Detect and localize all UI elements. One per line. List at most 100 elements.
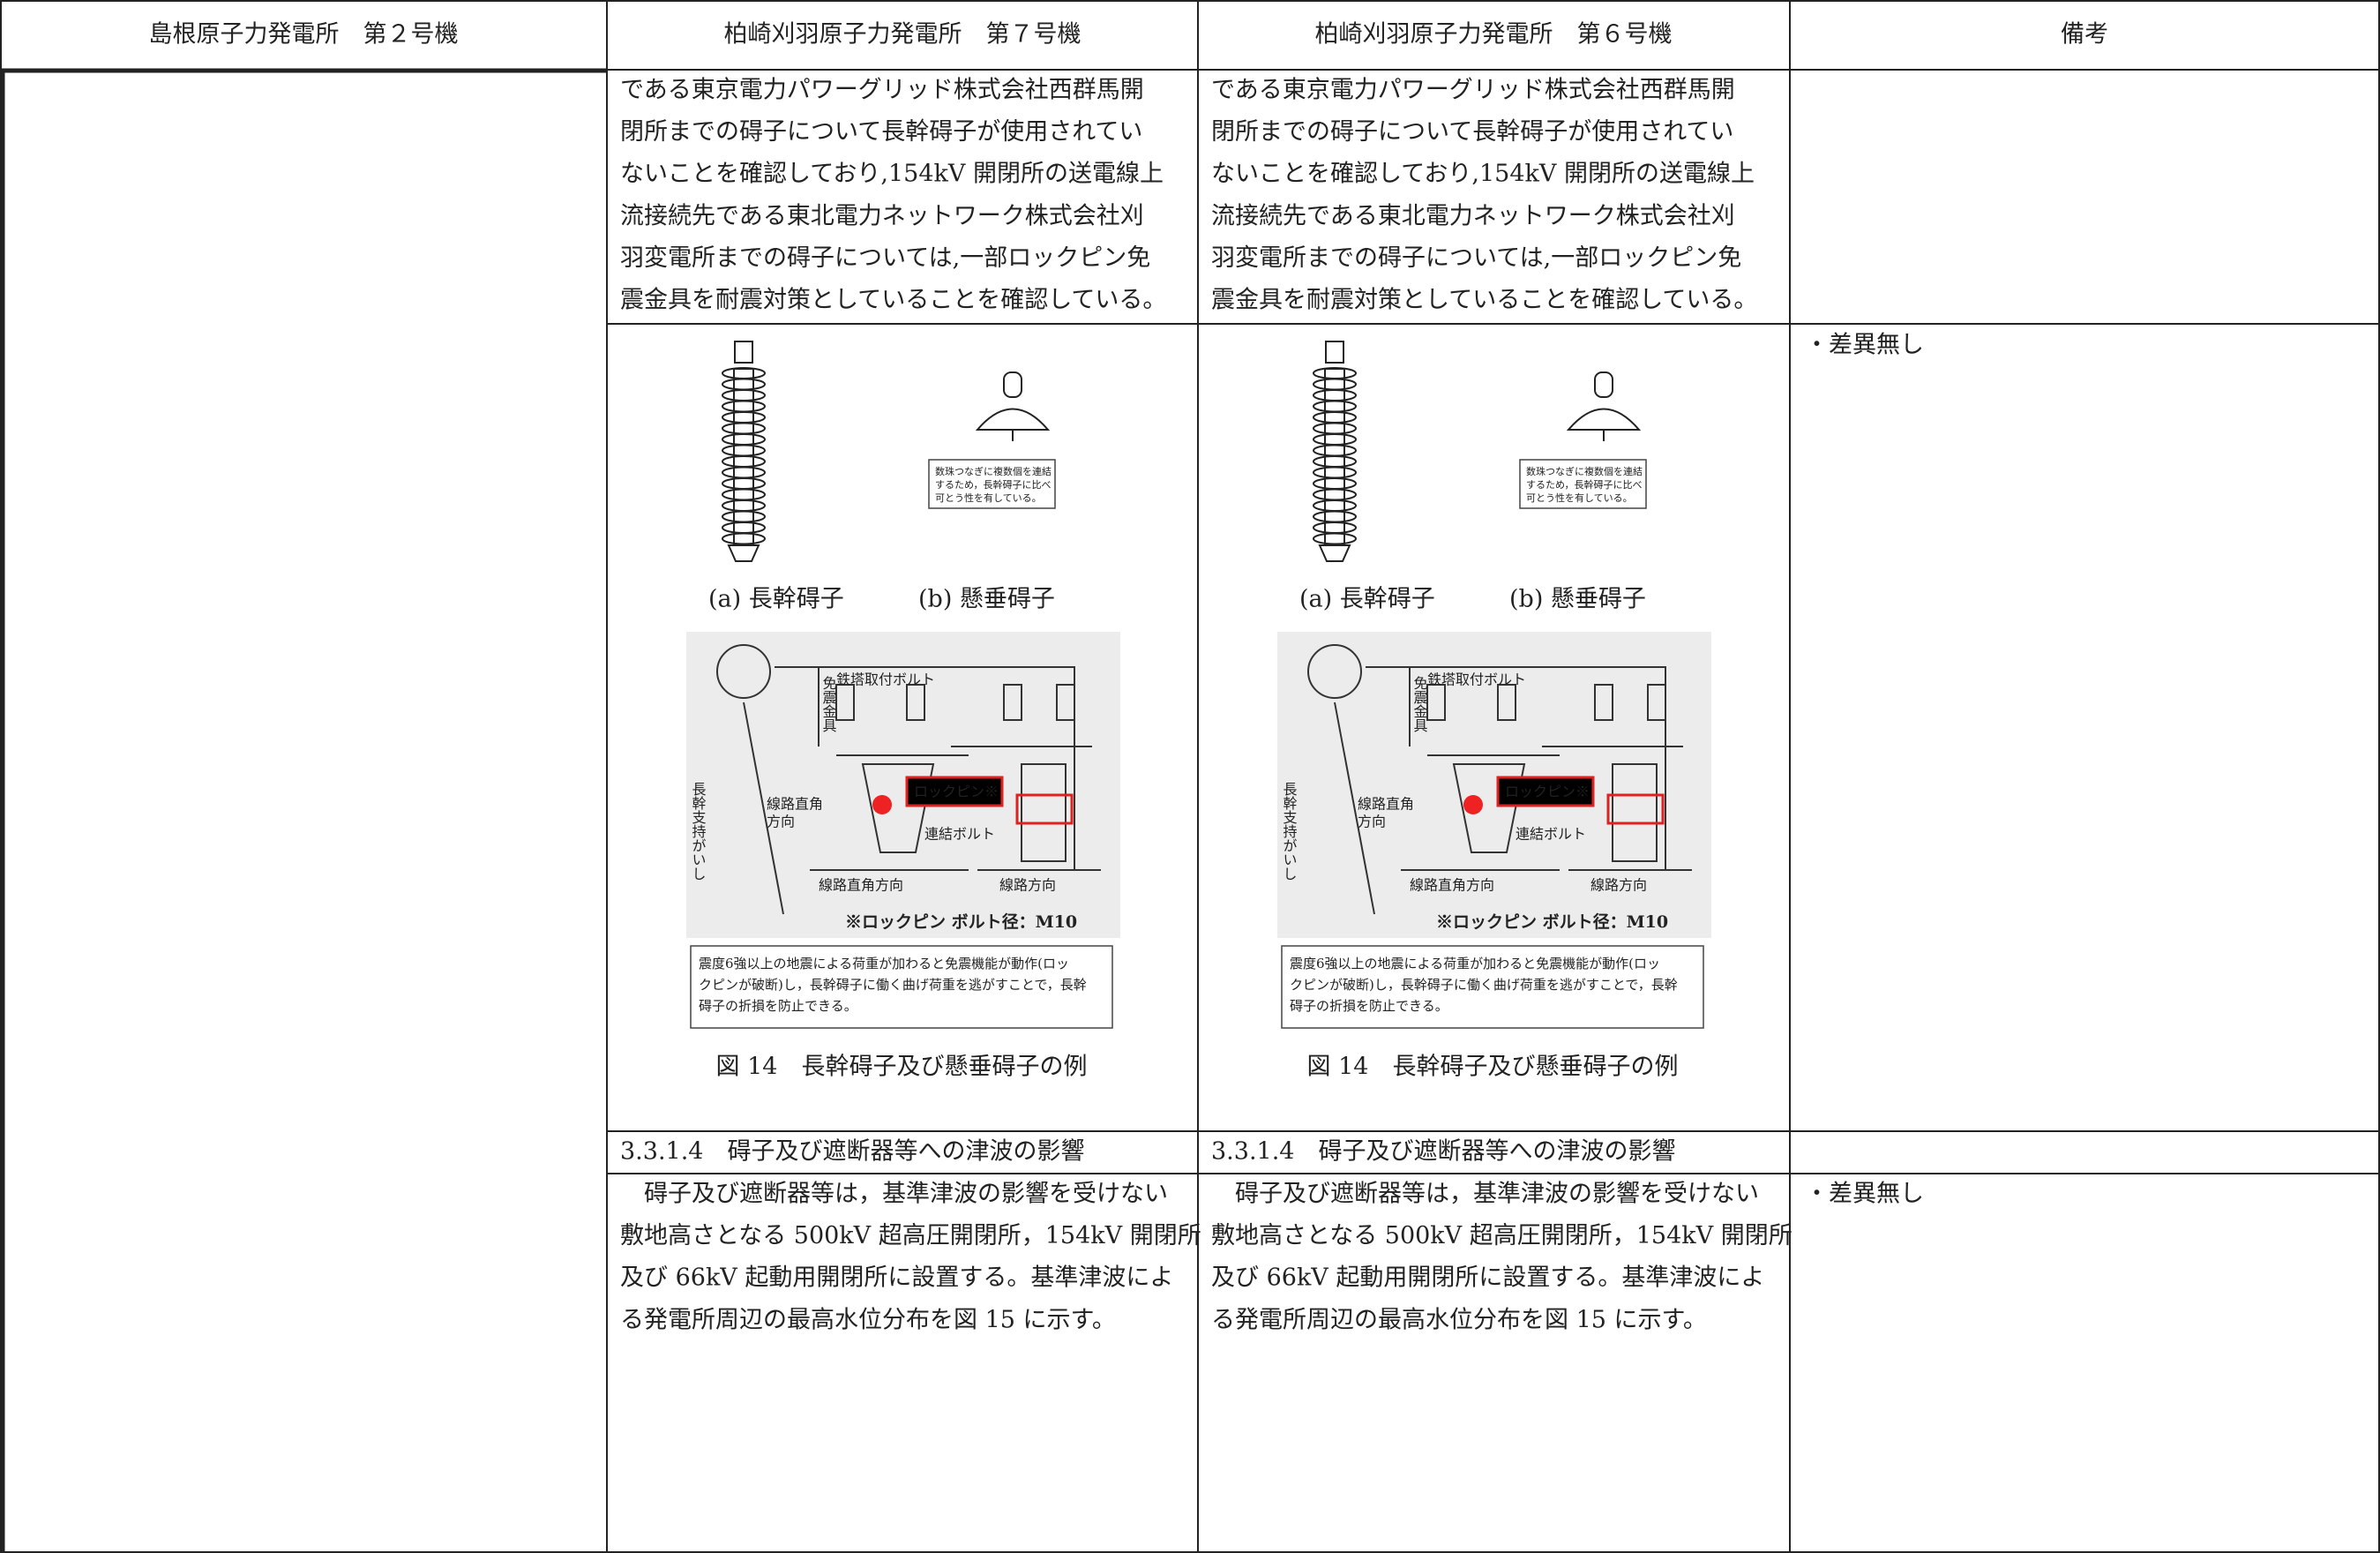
lock-box-2 [1606, 793, 1665, 825]
bolt [1003, 684, 1022, 721]
diagram-label: 線路方向 [999, 877, 1056, 894]
diagram-label: 方向 [1358, 814, 1386, 830]
text-line: ないことを確認しており,154kV 開閉所の送電線上 [620, 161, 1164, 188]
caption-box [690, 945, 1113, 1029]
bracket [1452, 763, 1658, 862]
shed [722, 477, 766, 490]
cap [734, 341, 753, 364]
lock-pin [872, 795, 892, 814]
caption-box-text: 震度6強以上の地震による荷重が加わると免震機能が動作(ロッ [699, 956, 1069, 972]
note-text: 可とう性を有している。 [1526, 491, 1633, 504]
column-content: である東京電力パワーグリッド株式会社西群馬開閉所までの碍子について長幹碍子が使用… [620, 77, 1201, 1334]
bolt [1647, 684, 1666, 721]
support-rod [1334, 701, 1375, 915]
pin [1003, 371, 1022, 398]
lock-box [905, 776, 1004, 807]
bolt [835, 684, 855, 721]
text-line: 碍子及び遮断器等は，基準津波の影響を受けない [620, 1181, 1168, 1208]
text-line: 及び 66kV 起動用開閉所に設置する。基準津波によ [620, 1264, 1173, 1292]
header-cell: 柏崎刈羽原子力発電所 第７号機 [724, 21, 1081, 49]
note-box [928, 459, 1056, 509]
bracket [861, 763, 1067, 862]
text-line: 羽変電所までの碍子については,一部ロックピン免 [620, 244, 1150, 272]
figure-label: (a) 長幹碍子 [1299, 586, 1435, 613]
note-text: するため，長幹碍子に比べ [1526, 478, 1642, 491]
text-line: である東京電力パワーグリッド株式会社西群馬開 [620, 77, 1144, 104]
text-line: である東京電力パワーグリッド株式会社西群馬開 [1211, 77, 1735, 104]
note-text: 数珠つなぎに複数個を連結 [935, 465, 1052, 477]
shed [722, 433, 766, 446]
shed [1313, 455, 1357, 468]
note-text: 可とう性を有している。 [935, 491, 1042, 504]
text-line: 震金具を耐震対策としていることを確認している。 [1211, 287, 1757, 314]
diagram-lines [716, 644, 1101, 915]
text-line: 流接続先である東北電力ネットワーク株式会社刈 [620, 202, 1144, 229]
header-cell: 備考 [2061, 21, 2108, 49]
shed [1313, 521, 1357, 534]
shed [722, 521, 766, 534]
figure-label: (b) 懸垂碍子 [918, 586, 1055, 613]
caption-box-text: クピンが破断)し，長幹碍子に働く曲げ荷重を逃がすことで，長幹 [699, 977, 1087, 993]
cap [1325, 341, 1344, 364]
header-cell: 島根原子力発電所 第２号機 [149, 21, 459, 49]
diagram-label: 線路直角 [767, 796, 823, 813]
bolt [1426, 684, 1446, 721]
long-rod-insulator [722, 341, 766, 562]
shed [1313, 488, 1357, 501]
shed [1313, 378, 1357, 391]
pulley [716, 644, 771, 699]
text-line: ないことを確認しており,154kV 開閉所の送電線上 [1211, 161, 1755, 188]
diagram-label: 方向 [767, 814, 795, 830]
diagram-label: 免震金具 [1411, 676, 1428, 732]
text-line: る発電所周辺の最高水位分布を図 15 に示す。 [620, 1306, 1116, 1333]
shed [722, 510, 766, 523]
bolt [1497, 684, 1516, 721]
caption-box-text: 碍子の折損を防止できる。 [1290, 998, 1448, 1014]
suspension-insulator [975, 371, 1051, 441]
shed [722, 488, 766, 501]
text-line: 閉所までの碍子について長幹碍子が使用されてい [1211, 118, 1733, 146]
diagram-label: 免震金具 [820, 676, 837, 732]
text-line: 羽変電所までの碍子については,一部ロックピン免 [1211, 244, 1741, 272]
note-text: 数珠つなぎに複数個を連結 [1526, 465, 1643, 477]
caption-box-text: 震度6強以上の地震による荷重が加わると免震機能が動作(ロッ [1290, 956, 1660, 972]
text-line: る発電所周辺の最高水位分布を図 15 に示す。 [1211, 1306, 1707, 1333]
support-rod [743, 701, 784, 915]
diagram-label: 鉄塔取付ボルト [1427, 671, 1526, 688]
figure-caption: 図 14 長幹碍子及び懸垂碍子の例 [716, 1054, 1088, 1081]
shed [722, 411, 766, 424]
pulley [1307, 644, 1362, 699]
header-cell: 柏崎刈羽原子力発電所 第６号機 [1315, 21, 1673, 49]
text-line: 閉所までの碍子について長幹碍子が使用されてい [620, 118, 1142, 146]
shed [1313, 510, 1357, 523]
shed [1313, 466, 1357, 479]
shed [1313, 477, 1357, 490]
shed [722, 389, 766, 401]
shed [1313, 532, 1357, 545]
bolt [1056, 684, 1075, 721]
diagram-label: ロックピン※ [914, 784, 999, 800]
caption-box-text: クピンが破断)し，長幹碍子に働く曲げ荷重を逃がすことで，長幹 [1290, 977, 1678, 993]
diagram-lines [1307, 644, 1692, 915]
diagram-label: 線路直角方向 [819, 877, 903, 894]
figure-caption: 図 14 長幹碍子及び懸垂碍子の例 [1307, 1054, 1679, 1081]
shed [1313, 422, 1357, 435]
diagram-label: 長幹支持がいし [1281, 782, 1298, 881]
text-line: 流接続先である東北電力ネットワーク株式会社刈 [1211, 202, 1735, 229]
diagram-label: 連結ボルト [924, 826, 995, 843]
diagram-label: 線路直角 [1358, 796, 1414, 813]
shed [722, 400, 766, 413]
lock-box-2 [1015, 793, 1074, 825]
shed [1313, 389, 1357, 401]
base [727, 544, 760, 562]
text-line: 碍子及び遮断器等は，基準津波の影響を受けない [1211, 1181, 1759, 1208]
shed [722, 455, 766, 468]
column-content: である東京電力パワーグリッド株式会社西群馬開閉所までの碍子について長幹碍子が使用… [1211, 77, 1792, 1334]
shed [722, 466, 766, 479]
shed [722, 499, 766, 512]
bolt [1594, 684, 1613, 721]
